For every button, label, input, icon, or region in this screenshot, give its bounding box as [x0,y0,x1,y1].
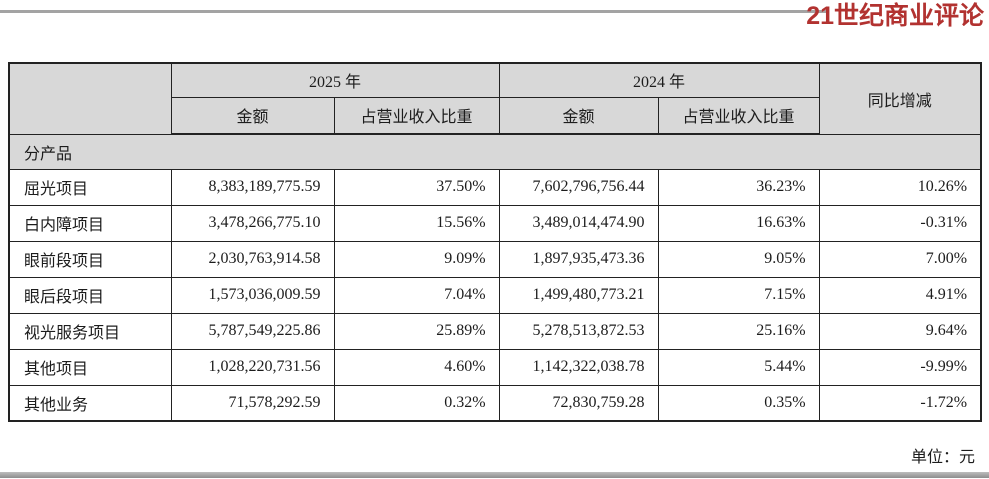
header-year-2024: 2024 年 [498,62,820,98]
unit-label: 单位：元 [910,449,975,466]
yoy-change: 4.91% [818,276,982,314]
publication-logo: 21世纪商业评论 [806,2,984,30]
table-row: 眼后段项目 1,573,036,009.59 7.04% 1,499,480,7… [8,276,982,314]
row-label: 眼前段项目 [8,240,172,278]
masthead-rule [0,10,828,13]
amount-2024: 1,499,480,773.21 [498,276,659,314]
ratio-2025: 37.50% [333,168,500,206]
header-amount-2024: 金额 [498,96,659,135]
row-label: 视光服务项目 [8,312,172,350]
table-row: 其他业务 71,578,292.59 0.32% 72,830,759.28 0… [8,384,982,422]
amount-2024: 7,602,796,756.44 [498,168,659,206]
amount-2025: 71,578,292.59 [170,384,335,422]
yoy-change: 10.26% [818,168,982,206]
ratio-2025: 0.32% [333,384,500,422]
ratio-2024: 0.35% [657,384,820,422]
yoy-change: -1.72% [818,384,982,422]
ratio-2024: 25.16% [657,312,820,350]
yoy-change: -9.99% [818,348,982,386]
amount-2024: 5,278,513,872.53 [498,312,659,350]
yoy-change: 9.64% [818,312,982,350]
amount-2025: 3,478,266,775.10 [170,204,335,242]
bottom-divider-bar [0,472,989,478]
yoy-change: 7.00% [818,240,982,278]
amount-2024: 3,489,014,474.90 [498,204,659,242]
yoy-change: -0.31% [818,204,982,242]
row-label: 其他项目 [8,348,172,386]
ratio-2024: 7.15% [657,276,820,314]
header-row-years: 2025 年 2024 年 同比增减 [8,62,982,135]
ratio-2025: 25.89% [333,312,500,350]
row-label: 白内障项目 [8,204,172,242]
table-row: 屈光项目 8,383,189,775.59 37.50% 7,602,796,7… [8,168,982,206]
ratio-2025: 9.09% [333,240,500,278]
table-row: 白内障项目 3,478,266,775.10 15.56% 3,489,014,… [8,204,982,242]
amount-2025: 1,028,220,731.56 [170,348,335,386]
amount-2025: 2,030,763,914.58 [170,240,335,278]
amount-2025: 1,573,036,009.59 [170,276,335,314]
ratio-2025: 4.60% [333,348,500,386]
ratio-2024: 9.05% [657,240,820,278]
header-cell-empty [8,62,172,135]
header-year-2025: 2025 年 [170,62,500,98]
amount-2025: 5,787,549,225.86 [170,312,335,350]
row-label: 屈光项目 [8,168,172,206]
ratio-2024: 36.23% [657,168,820,206]
amount-2025: 8,383,189,775.59 [170,168,335,206]
revenue-by-product-table: 2025 年 2024 年 同比增减 金额 占营业收入比重 金额 占营业收入比重… [8,62,983,422]
section-row-by-product: 分产品 [8,133,982,170]
header-ratio-2024: 占营业收入比重 [657,96,820,135]
header-ratio-2025: 占营业收入比重 [333,96,500,135]
row-label: 其他业务 [8,384,172,422]
ratio-2025: 15.56% [333,204,500,242]
table-row: 眼前段项目 2,030,763,914.58 9.09% 1,897,935,4… [8,240,982,278]
amount-2024: 1,142,322,038.78 [498,348,659,386]
amount-2024: 72,830,759.28 [498,384,659,422]
header-amount-2025: 金额 [170,96,335,135]
table-row: 其他项目 1,028,220,731.56 4.60% 1,142,322,03… [8,348,982,386]
header-row-metrics: 金额 占营业收入比重 金额 占营业收入比重 [9,96,981,135]
header-yoy: 同比增减 [818,62,982,135]
row-label: 眼后段项目 [8,276,172,314]
ratio-2024: 5.44% [657,348,820,386]
ratio-2024: 16.63% [657,204,820,242]
ratio-2025: 7.04% [333,276,500,314]
section-label: 分产品 [8,133,982,170]
table-row: 视光服务项目 5,787,549,225.86 25.89% 5,278,513… [8,312,982,350]
amount-2024: 1,897,935,473.36 [498,240,659,278]
